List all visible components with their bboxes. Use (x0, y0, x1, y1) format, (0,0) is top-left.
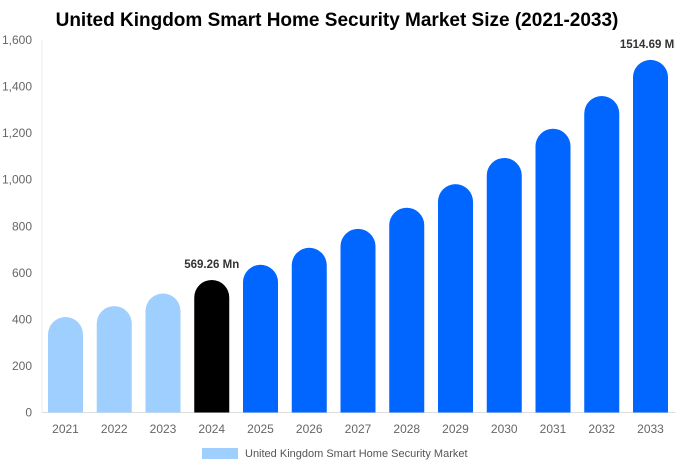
x-tick-label: 2022 (101, 422, 128, 436)
x-tick-label: 2025 (247, 422, 274, 436)
x-tick-label: 2026 (296, 422, 323, 436)
y-tick-label: 1,000 (2, 173, 32, 187)
bar-2033[interactable] (633, 59, 668, 413)
bar-2025[interactable] (243, 264, 278, 413)
x-tick-label: 2032 (588, 422, 615, 436)
x-tick-label: 2033 (637, 422, 664, 436)
y-tick-label: 1,200 (2, 126, 32, 140)
bars: 569.26 Mn 1514.69 Mn (48, 39, 675, 413)
bar-2023[interactable] (145, 293, 181, 413)
y-tick-label: 1,600 (2, 33, 32, 47)
x-axis: 2021 2022 2023 2024 2025 2026 2027 2028 2029 2030… (52, 422, 664, 436)
y-axis: 0 200 400 600 800 1,000 1,200 1,400 1,600 (2, 33, 32, 420)
x-tick-label: 2021 (52, 422, 79, 436)
legend-label: United Kingdom Smart Home Security Marke… (245, 448, 468, 460)
legend-swatch (202, 448, 238, 459)
x-tick-label: 2031 (540, 422, 567, 436)
bar-2021[interactable] (48, 317, 83, 413)
data-label: 569.26 Mn (184, 259, 239, 271)
x-tick-label: 2027 (345, 422, 372, 436)
x-tick-label: 2030 (491, 422, 518, 436)
bar-2026[interactable] (291, 247, 327, 413)
x-tick-label: 2028 (393, 422, 420, 436)
y-tick-label: 0 (25, 406, 32, 420)
bar-2032[interactable] (584, 96, 620, 413)
bar-2022[interactable] (96, 306, 132, 413)
y-tick-label: 800 (12, 219, 32, 233)
x-tick-label: 2029 (442, 422, 469, 436)
chart-title: United Kingdom Smart Home Security Marke… (56, 10, 619, 31)
y-tick-label: 600 (12, 266, 32, 280)
y-tick-label: 1,400 (2, 80, 32, 94)
bar-2030[interactable] (486, 157, 522, 413)
x-tick-label: 2024 (198, 422, 225, 436)
bar-2029[interactable] (438, 184, 473, 413)
bar-2024[interactable] (194, 279, 230, 413)
legend[interactable]: United Kingdom Smart Home Security Marke… (202, 448, 468, 460)
y-tick-label: 200 (12, 359, 32, 373)
bar-2028[interactable] (389, 207, 425, 413)
bar-2027[interactable] (340, 228, 376, 413)
data-label: 1514.69 Mn (620, 39, 675, 51)
x-tick-label: 2023 (150, 422, 177, 436)
y-tick-label: 400 (12, 312, 32, 326)
bar-2031[interactable] (535, 128, 571, 413)
